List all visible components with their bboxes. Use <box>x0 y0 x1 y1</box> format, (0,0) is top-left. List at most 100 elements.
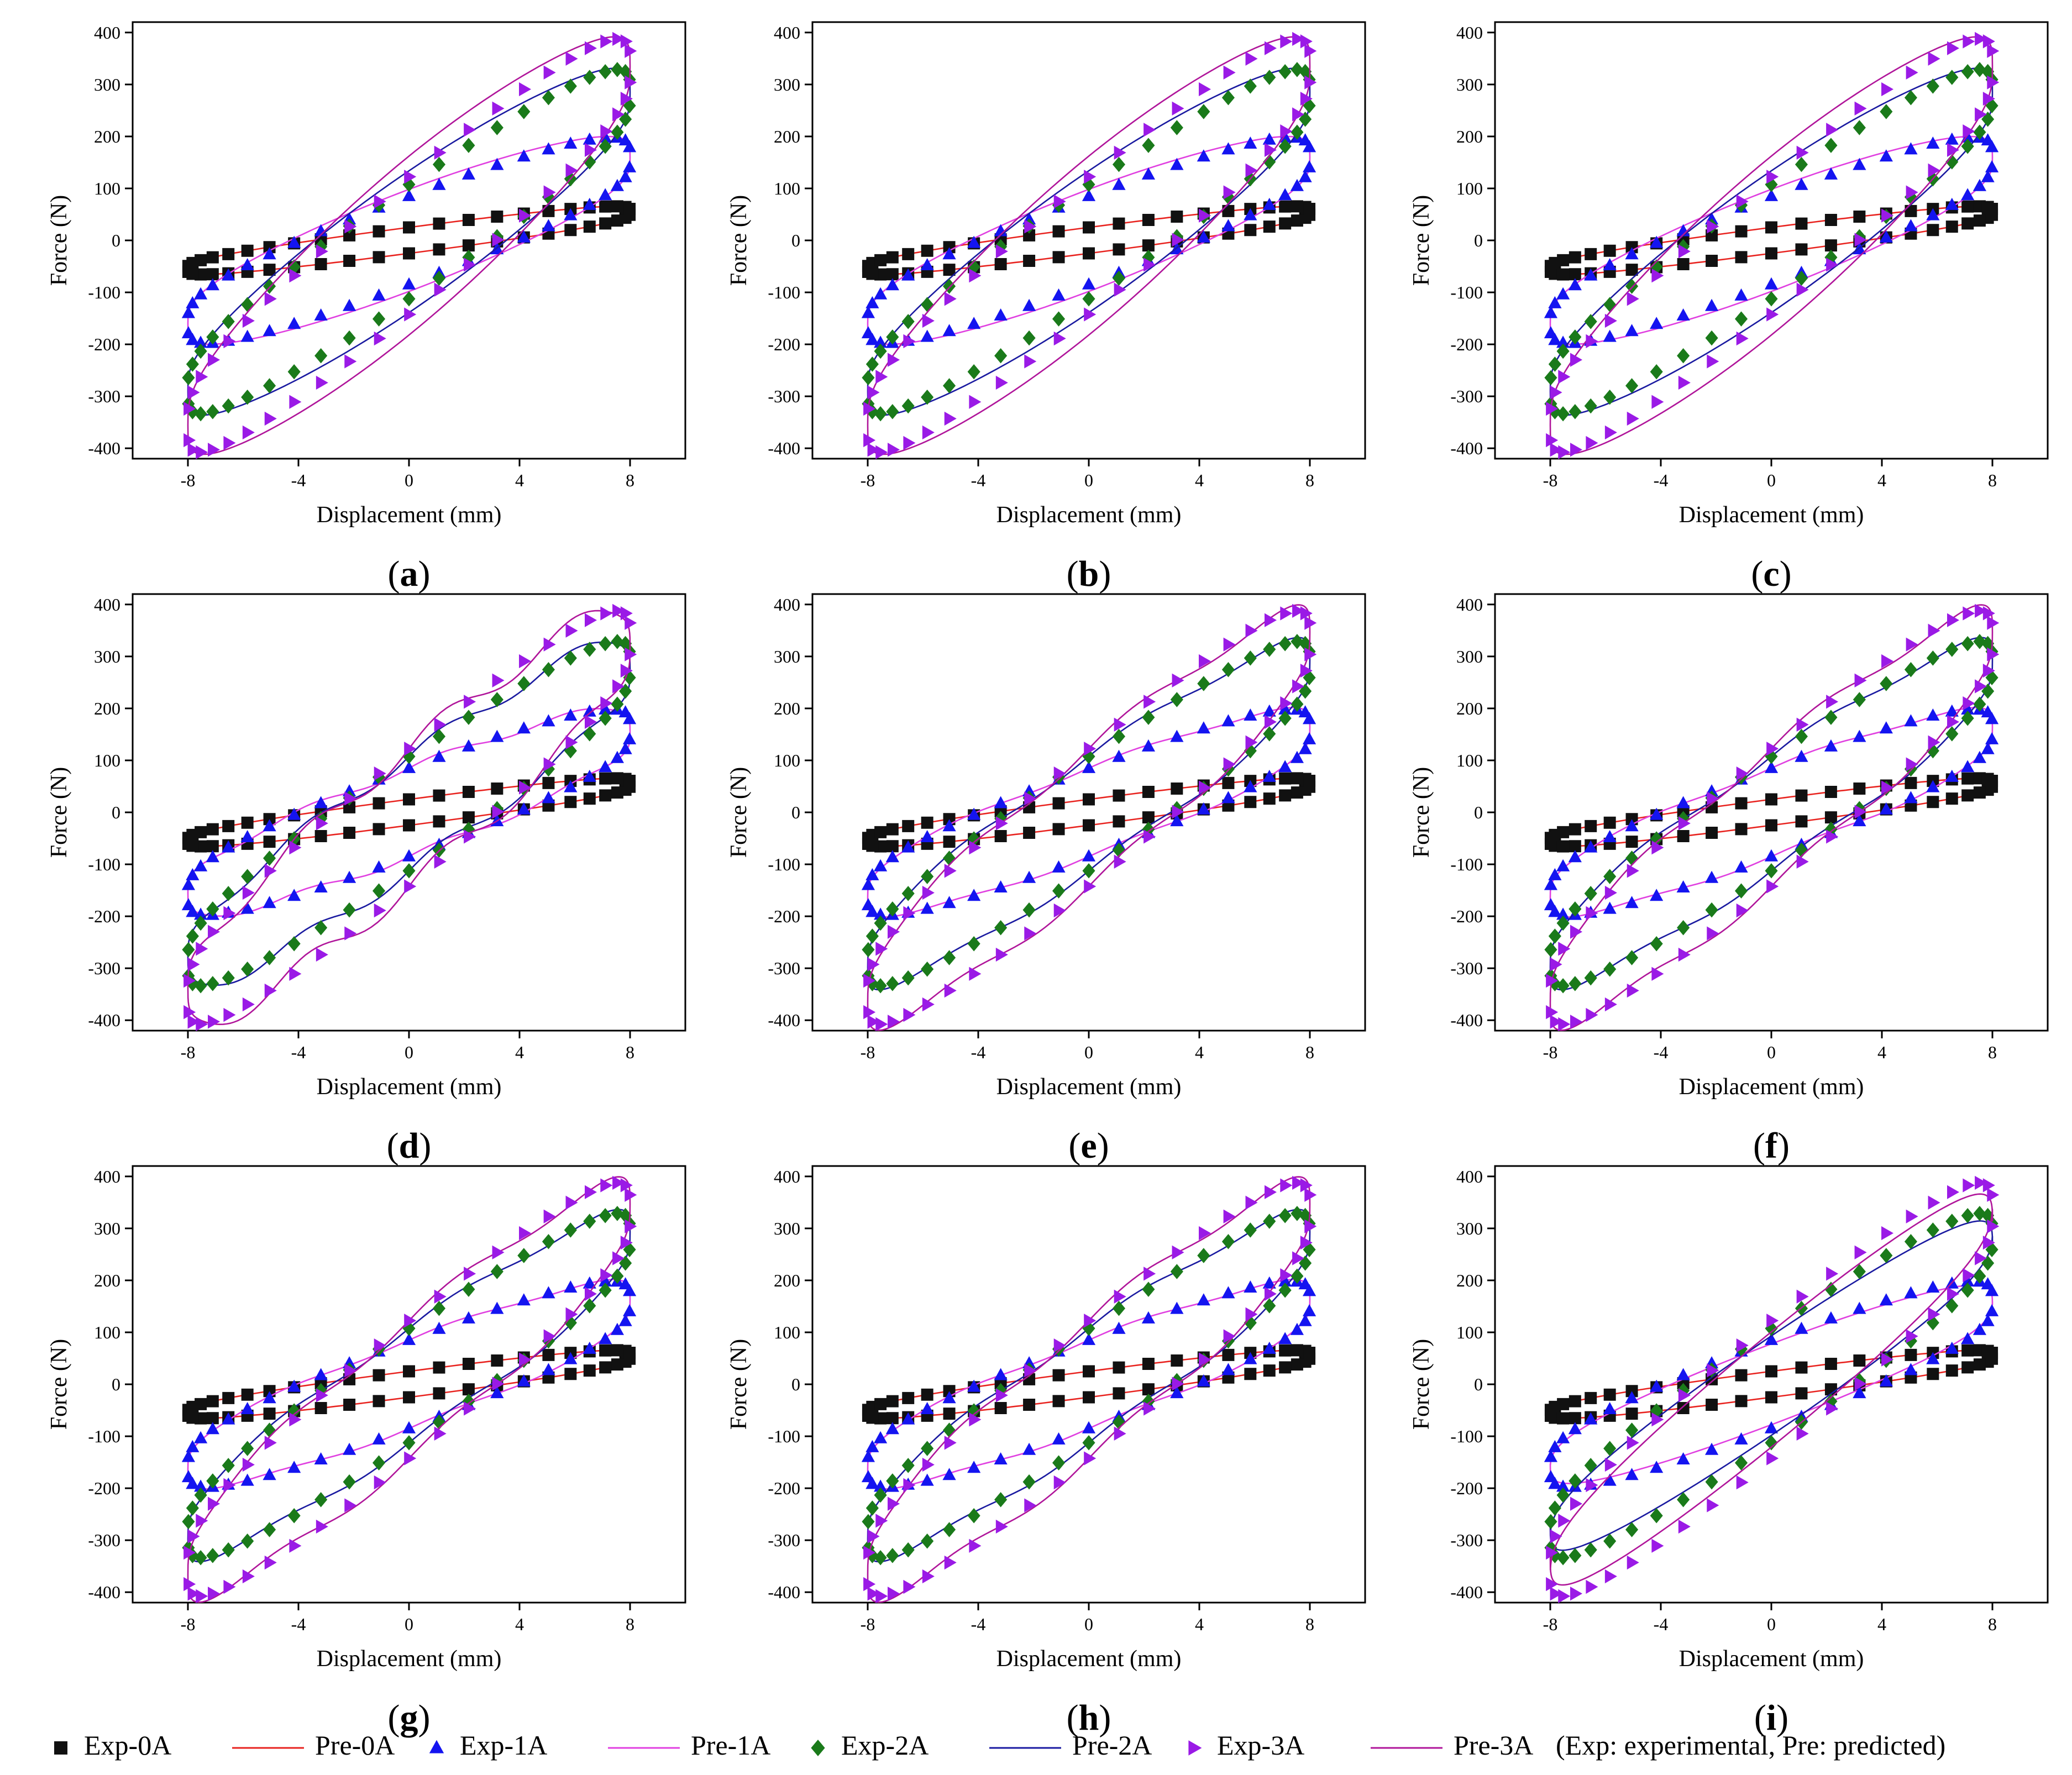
exp-1A-point <box>1704 298 1719 311</box>
exp-0A-point <box>1052 225 1065 238</box>
exp-1A-point <box>517 1293 531 1306</box>
x-tick-label: 4 <box>1195 1614 1204 1634</box>
exp-2A-point <box>194 1550 207 1566</box>
exp-0A-point <box>874 1398 887 1410</box>
exp-3A-point <box>625 75 637 90</box>
exp-1A-point <box>206 278 219 291</box>
exp-0A-point <box>206 251 219 264</box>
exp-3A-point <box>1558 942 1571 956</box>
exp-0A-point <box>1986 1347 1998 1359</box>
exp-3A-point <box>903 1478 916 1493</box>
exp-2A-point <box>1170 1264 1183 1279</box>
series-3A <box>183 31 637 460</box>
exp-0A-point <box>433 1361 445 1374</box>
x-tick-label: 0 <box>1767 1614 1776 1634</box>
exp-2A-point <box>1303 670 1316 685</box>
exp-3A-point <box>1586 334 1598 349</box>
exp-1A-point <box>1082 1421 1096 1433</box>
exp-2A-point <box>1278 711 1292 726</box>
exp-0A-point <box>886 823 899 836</box>
exp-0A-point <box>1569 251 1581 264</box>
exp-3A-point <box>289 1538 302 1553</box>
exp-2A-point <box>943 378 956 393</box>
exp-2A-point <box>1880 104 1893 119</box>
y-tick-label: -100 <box>88 1426 120 1446</box>
exp-3A-point <box>922 1457 935 1472</box>
exp-2A-point <box>1650 831 1663 847</box>
exp-2A-point <box>1824 138 1838 153</box>
exp-3A-point <box>1826 829 1839 844</box>
exp-3A-point <box>944 1555 957 1570</box>
exp-3A-point <box>944 1436 957 1450</box>
exp-0A-point <box>1795 1361 1808 1374</box>
exp-3A-point <box>584 143 597 157</box>
exp-2A-point <box>1973 1206 1986 1221</box>
exp-3A-point <box>1796 282 1809 297</box>
exp-0A-point <box>943 1385 956 1398</box>
exp-1A-point <box>622 1284 637 1296</box>
exp-1A-point <box>1221 1363 1235 1375</box>
legend-item: Pre-1A <box>608 1730 770 1761</box>
exp-1A-point <box>287 317 301 329</box>
exp-2A-point <box>1548 356 1561 372</box>
exp-1A-point <box>994 796 1008 808</box>
exp-0A-point <box>1961 772 1974 785</box>
exp-3A-point <box>1172 1245 1184 1259</box>
y-tick-label: 200 <box>774 127 800 146</box>
exp-2A-point <box>1112 1300 1126 1316</box>
exp-3A-point <box>863 1005 876 1020</box>
exp-2A-point <box>1961 64 1974 80</box>
exp-2A-point <box>1973 1268 1986 1284</box>
exp-1A-point <box>1625 247 1639 260</box>
exp-0A-point <box>1961 217 1974 230</box>
exp-0A-point <box>1905 204 1917 217</box>
exp-0A-point <box>343 826 356 839</box>
exp-3A-point <box>1947 41 1959 55</box>
exp-0A-point <box>1113 1361 1125 1374</box>
exp-3A-point <box>374 766 386 781</box>
exp-2A-point <box>1303 98 1316 113</box>
exp-0A-point <box>1279 200 1292 213</box>
exp-3A-point <box>196 1017 208 1032</box>
exp-3A-point <box>1292 603 1305 618</box>
exp-2A-point <box>1584 314 1597 329</box>
exp-3A-point <box>1947 715 1959 729</box>
exp-0A-point <box>1244 224 1257 237</box>
exp-2A-point <box>241 869 254 884</box>
exp-1A-point <box>599 1332 612 1345</box>
exp-1A-point <box>942 1391 956 1404</box>
exp-3A-point <box>565 735 578 749</box>
exp-3A-point <box>187 443 200 457</box>
exp-1A-point <box>1650 1461 1664 1473</box>
exp-1A-point <box>263 896 276 908</box>
exp-0A-point <box>403 1365 415 1378</box>
exp-1A-point <box>1853 157 1866 170</box>
exp-3A-point <box>1928 1195 1940 1210</box>
exp-3A-point <box>1172 1377 1184 1391</box>
exp-3A-point <box>888 443 900 457</box>
exp-3A-point <box>1053 1475 1066 1490</box>
exp-1A-point <box>542 1363 555 1375</box>
exp-3A-point <box>1570 1015 1583 1029</box>
x-tick-label: 0 <box>405 1614 413 1634</box>
exp-3A-point <box>863 1545 876 1560</box>
exp-0A-point <box>1625 1408 1638 1420</box>
exp-1A-point <box>618 1314 632 1326</box>
exp-2A-point <box>402 1321 416 1336</box>
exp-0A-point <box>943 241 956 254</box>
exp-3A-point <box>1084 742 1097 756</box>
exp-3A-point <box>1826 695 1839 709</box>
exp-3A-point <box>995 375 1008 390</box>
exp-0A-point <box>1625 1385 1638 1398</box>
exp-2A-point <box>611 1206 624 1221</box>
exp-3A-point <box>1651 841 1664 855</box>
exp-3A-point <box>1586 1579 1598 1594</box>
exp-0A-point <box>403 247 415 260</box>
exp-2A-point <box>1291 634 1304 649</box>
exp-3A-point <box>1963 606 1975 621</box>
exp-3A-point <box>620 34 633 49</box>
exp-0A-point <box>1824 239 1837 252</box>
exp-0A-point <box>902 248 915 260</box>
exp-2A-point <box>462 710 475 725</box>
exp-2A-point <box>1278 64 1292 80</box>
